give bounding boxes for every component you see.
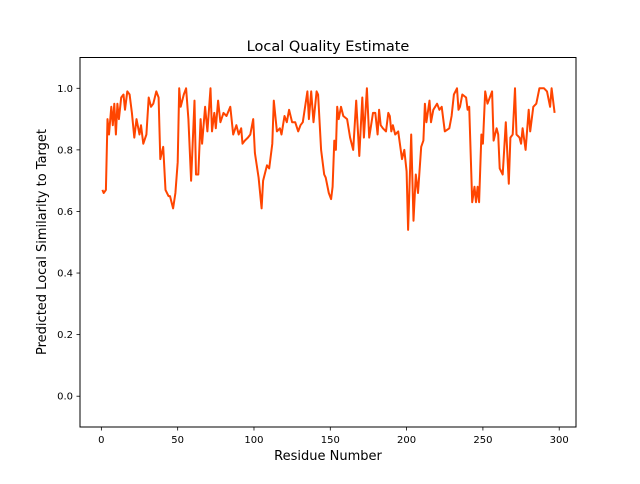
y-tick-label: 0.8 bbox=[57, 145, 73, 156]
x-tick-label: 0 bbox=[98, 435, 104, 446]
axes-frame bbox=[79, 57, 577, 428]
x-tick-label: 50 bbox=[171, 435, 184, 446]
x-tick-label: 100 bbox=[244, 435, 263, 446]
y-tick-label: 0.6 bbox=[57, 207, 73, 218]
x-tick-label: 250 bbox=[473, 435, 492, 446]
y-tick-label: 0.2 bbox=[57, 330, 73, 341]
x-tick-label: 300 bbox=[550, 435, 569, 446]
x-tick-label: 150 bbox=[321, 435, 340, 446]
y-axis-label: Predicted Local Similarity to Target bbox=[35, 129, 50, 355]
chart-title: Local Quality Estimate bbox=[247, 39, 410, 55]
x-tick-label: 200 bbox=[397, 435, 416, 446]
series-line-local-quality bbox=[101, 87, 556, 231]
x-axis: 0 50 100 150 200 250 300 bbox=[98, 427, 569, 446]
y-axis: 0.0 0.2 0.4 0.6 0.8 1.0 bbox=[57, 84, 80, 403]
series-layer bbox=[101, 87, 556, 231]
y-tick-label: 0.4 bbox=[57, 269, 73, 280]
y-tick-label: 0.0 bbox=[57, 392, 73, 403]
y-tick-label: 1.0 bbox=[57, 84, 73, 95]
x-axis-label: Residue Number bbox=[274, 449, 382, 464]
